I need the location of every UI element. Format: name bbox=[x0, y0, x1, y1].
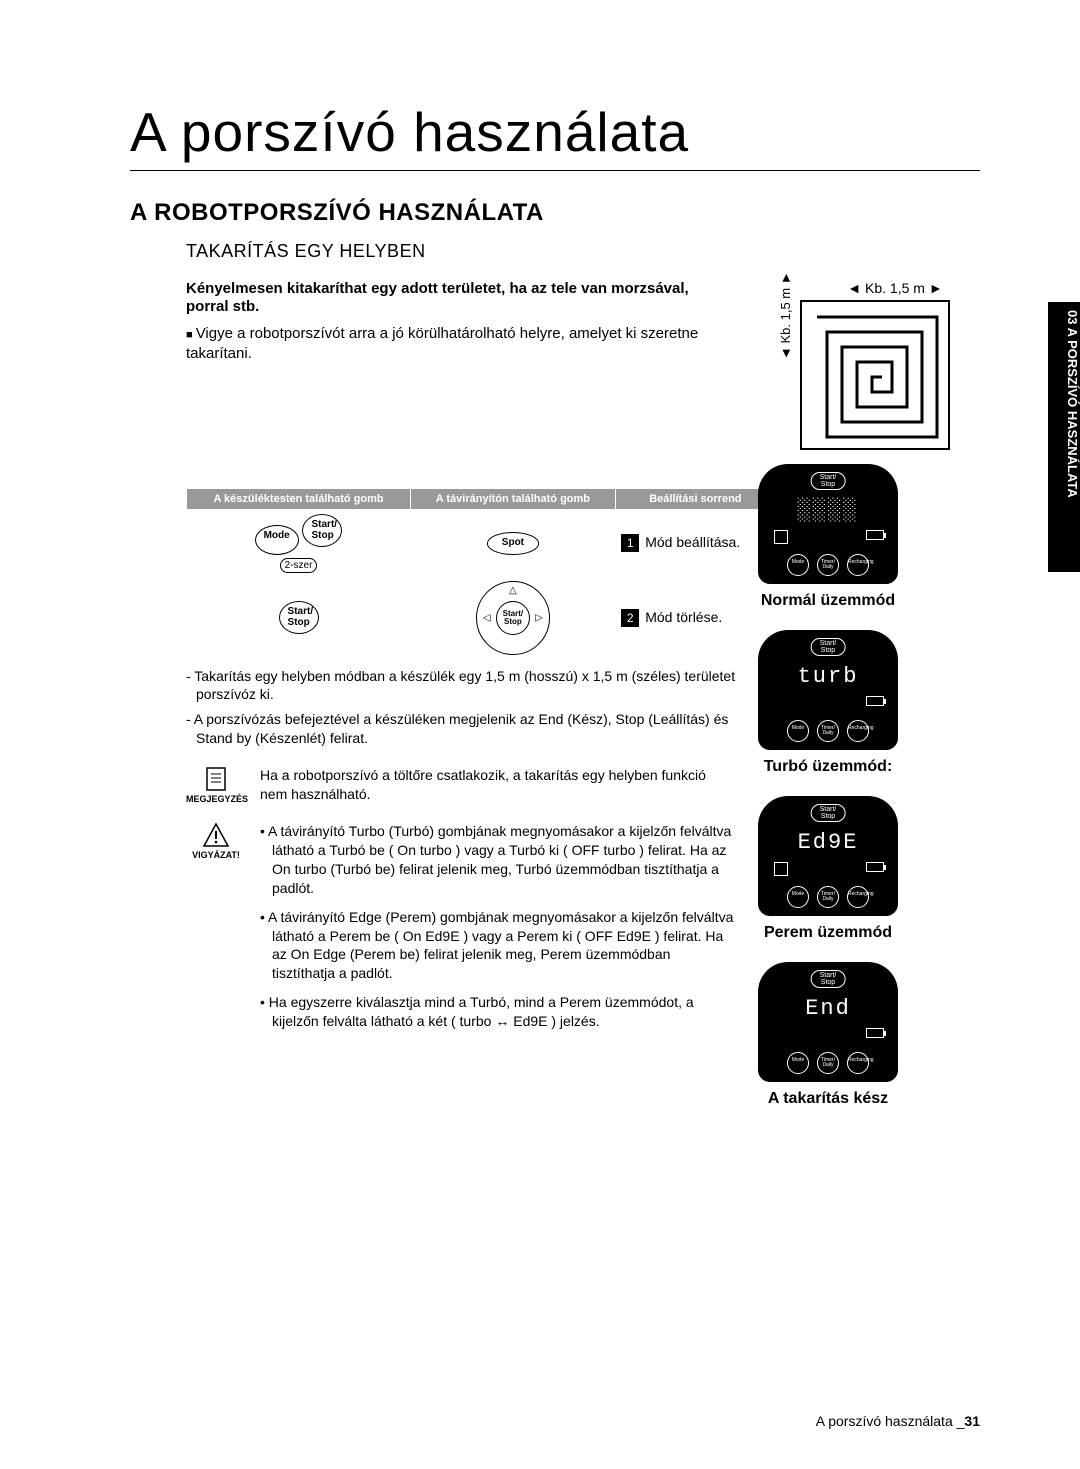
lead-bold: Kényelmesen kitakaríthat egy adott terül… bbox=[186, 280, 689, 315]
page-footer: A porszívó használata _31 bbox=[816, 1413, 980, 1429]
device-recharge-button: Recharging bbox=[847, 554, 869, 576]
spiral-path-icon bbox=[800, 300, 950, 450]
device-mode-button: Mode bbox=[787, 886, 809, 908]
device-timer-button: Timer/ Daily bbox=[817, 720, 839, 742]
section-title: A ROBOTPORSZÍVÓ HASZNÁLATA bbox=[130, 199, 980, 227]
device-lcd-text: End bbox=[758, 996, 898, 1021]
battery-icon bbox=[866, 1028, 884, 1038]
device-lcd-text: ░░░░ bbox=[758, 498, 898, 523]
device-mode-button: Mode bbox=[787, 1052, 809, 1074]
device-lcd-text: Ed9E bbox=[758, 830, 898, 855]
device-mode-label: A takarítás kész bbox=[738, 1090, 918, 1108]
two-times-label: 2-szer bbox=[280, 558, 318, 573]
remote-center-button: Start/ Stop bbox=[496, 601, 530, 635]
device-timer-button: Timer/ Daily bbox=[817, 554, 839, 576]
device-spot-icon bbox=[774, 862, 788, 876]
subsection-title: TAKARÍTÁS EGY HELYBEN bbox=[186, 241, 980, 262]
device-start-stop-pill: Start/Stop bbox=[811, 804, 846, 822]
spot-button: Spot bbox=[487, 532, 539, 555]
comment-text: Ha a robotporszívó a töltőre csatlakozik… bbox=[260, 766, 736, 804]
remote-dpad-icon: △ ◁ ▷ Start/ Stop bbox=[476, 581, 550, 655]
th-device-button: A készüléktesten található gomb bbox=[187, 489, 411, 510]
mode-button: Mode bbox=[255, 525, 299, 555]
device-recharge-button: Recharging bbox=[847, 720, 869, 742]
note-icon: MEGJEGYZÉS bbox=[186, 766, 246, 804]
side-tab: 03 A PORSZÍVÓ HASZNÁLATA bbox=[1048, 302, 1080, 572]
spiral-diagram: ◄ Kb. 1,5 m ► ◄ Kb. 1,5 m ► bbox=[800, 280, 990, 455]
start-stop-button-2: Start/ Stop bbox=[279, 601, 319, 634]
page-main-title: A porszívó használata bbox=[130, 100, 980, 171]
battery-icon bbox=[866, 862, 884, 872]
battery-icon bbox=[866, 530, 884, 540]
device-mode-column: Start/Stop ░░░░ Mode Timer/ Daily Recharging… bbox=[738, 464, 918, 1128]
start-stop-button: Start/ Stop bbox=[302, 514, 342, 547]
lead-bullet: Vigye a robotporszívót arra a jó körülha… bbox=[186, 324, 716, 365]
device-mode-button: Mode bbox=[787, 720, 809, 742]
device-timer-button: Timer/ Daily bbox=[817, 1052, 839, 1074]
device-display: Start/Stop End Mode Timer/ Daily Recharging bbox=[758, 962, 898, 1082]
caution-item: A távirányító Turbo (Turbó) gombjának me… bbox=[260, 822, 736, 898]
step-1-label: Mód beállítása. bbox=[645, 534, 740, 550]
device-display: Start/Stop turb Mode Timer/ Daily Recharging bbox=[758, 630, 898, 750]
device-mode-label: Normál üzemmód bbox=[738, 592, 918, 610]
step-1-badge: 1 bbox=[621, 534, 639, 552]
device-start-stop-pill: Start/Stop bbox=[811, 970, 846, 988]
device-spot-icon bbox=[774, 530, 788, 544]
device-mode-button: Mode bbox=[787, 554, 809, 576]
th-remote-button: A távirányítón található gomb bbox=[411, 489, 616, 510]
note-dash-2: - A porszívózás befejeztével a készüléke… bbox=[186, 710, 736, 748]
device-timer-button: Timer/ Daily bbox=[817, 886, 839, 908]
device-mode-label: Turbó üzemmód: bbox=[738, 758, 918, 776]
note-dash-1: - Takarítás egy helyben módban a készülé… bbox=[186, 667, 736, 705]
caution-item: A távirányító Edge (Perem) gombjának meg… bbox=[260, 908, 736, 984]
device-mode-label: Perem üzemmód bbox=[738, 924, 918, 942]
controls-table: A készüléktesten található gomb A távirá… bbox=[186, 488, 776, 659]
device-recharge-button: Recharging bbox=[847, 1052, 869, 1074]
diagram-side-label: ◄ Kb. 1,5 m ► bbox=[778, 271, 793, 360]
device-recharge-button: Recharging bbox=[847, 886, 869, 908]
step-2-label: Mód törlése. bbox=[645, 609, 722, 625]
battery-icon bbox=[866, 696, 884, 706]
device-start-stop-pill: Start/Stop bbox=[811, 472, 846, 490]
device-display: Start/Stop Ed9E Mode Timer/ Daily Recharging bbox=[758, 796, 898, 916]
caution-item: Ha egyszerre kiválasztja mind a Turbó, m… bbox=[260, 993, 736, 1031]
diagram-top-label: ◄ Kb. 1,5 m ► bbox=[800, 280, 990, 296]
caution-icon: VIGYÁZAT! bbox=[186, 822, 246, 1041]
device-lcd-text: turb bbox=[758, 664, 898, 689]
device-start-stop-pill: Start/Stop bbox=[811, 638, 846, 656]
device-display: Start/Stop ░░░░ Mode Timer/ Daily Recharging bbox=[758, 464, 898, 584]
step-2-badge: 2 bbox=[621, 609, 639, 627]
